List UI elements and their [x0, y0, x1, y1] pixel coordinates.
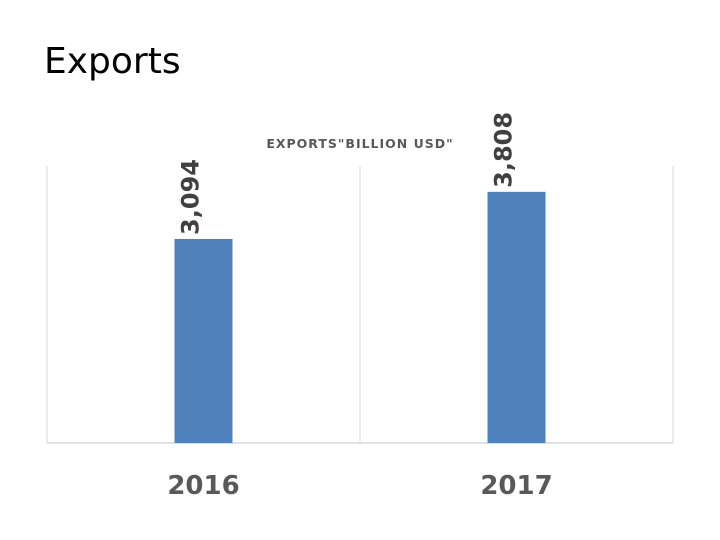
bar-2017	[487, 191, 546, 443]
data-label-2017: 3,808	[490, 112, 518, 188]
data-label-2016: 3,094	[177, 159, 205, 235]
x-tick-label-2017: 2017	[480, 471, 552, 501]
bar-2016	[174, 238, 233, 443]
chart-title: EXPORTS"BILLION USD"	[266, 136, 453, 151]
x-tick-label-2016: 2016	[167, 471, 239, 501]
slide-title: Exports	[44, 41, 181, 82]
plot-area: 3,094 2016 3,808 2017	[46, 112, 674, 501]
